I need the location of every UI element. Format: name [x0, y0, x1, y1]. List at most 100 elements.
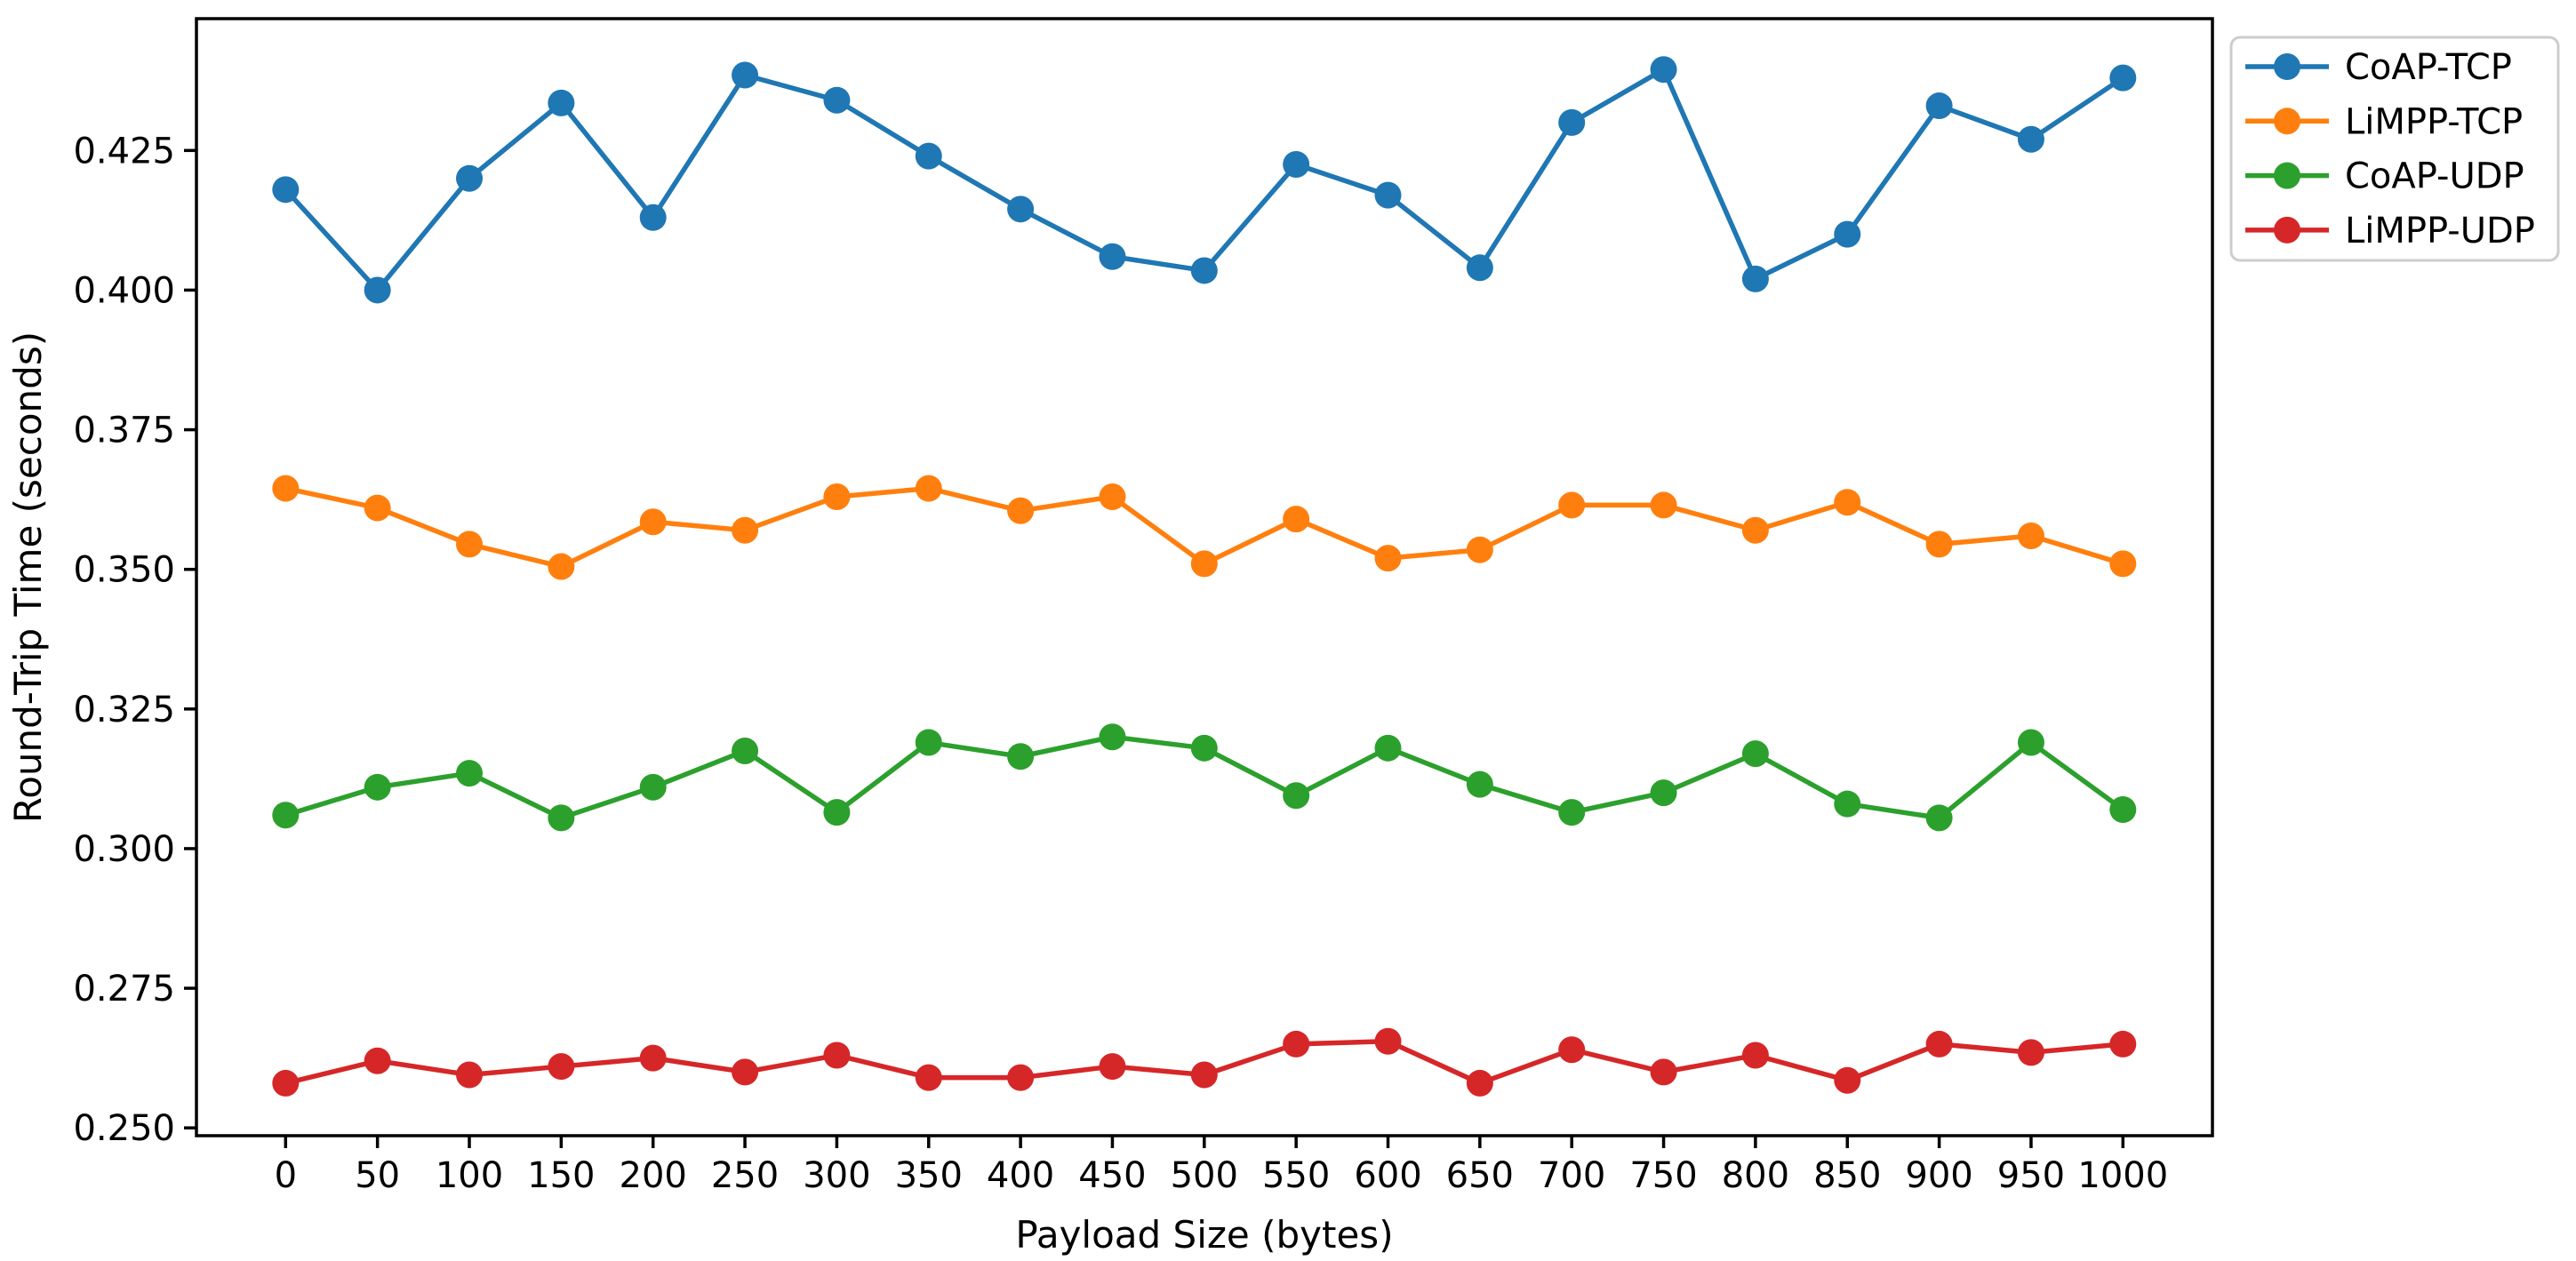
x-tick-label: 550	[1262, 1155, 1330, 1196]
data-point-marker	[1190, 734, 1218, 762]
data-point-marker	[1925, 531, 1953, 558]
x-tick-label: 150	[527, 1155, 595, 1196]
x-tick-label: 650	[1446, 1155, 1514, 1196]
data-point-marker	[1925, 92, 1953, 120]
series-LiMPP-TCP	[272, 475, 2137, 580]
data-point-marker	[364, 1047, 391, 1074]
x-tick-label: 200	[620, 1155, 687, 1196]
data-point-marker	[823, 86, 851, 114]
legend-marker-icon	[2274, 108, 2300, 135]
data-point-marker	[2109, 550, 2137, 578]
data-point-marker	[639, 1044, 667, 1072]
data-point-marker	[1283, 782, 1310, 810]
data-point-marker	[1466, 536, 1493, 563]
data-point-marker	[1190, 1061, 1218, 1089]
data-point-marker	[272, 802, 300, 829]
data-point-marker	[548, 1053, 575, 1081]
y-tick-label: 0.250	[73, 1108, 175, 1149]
legend-box	[2229, 36, 2560, 262]
x-tick-label: 600	[1354, 1155, 1421, 1196]
data-point-marker	[2017, 522, 2044, 549]
data-point-marker	[732, 516, 759, 544]
x-tick-label: 50	[355, 1155, 400, 1196]
data-point-marker	[1099, 483, 1126, 510]
y-axis-title: Round-Trip Time (seconds)	[6, 331, 50, 823]
x-tick-label: 950	[1997, 1155, 2065, 1196]
legend-marker-icon	[2274, 216, 2300, 243]
y-axis: 0.250 0.275 0.300 0.325 0.350 0.375 0.400 0.425	[73, 131, 196, 1149]
x-tick-label: 300	[803, 1155, 870, 1196]
series-CoAP-UDP	[272, 723, 2137, 832]
legend-marker-icon	[2274, 53, 2300, 80]
x-tick-label: 100	[436, 1155, 503, 1196]
data-point-marker	[823, 1042, 851, 1069]
legend: CoAP-TCP LiMPP-TCP CoAP-UDP LiMPP-UDP	[2229, 36, 2560, 262]
data-point-marker	[1099, 723, 1126, 751]
x-tick-label: 500	[1171, 1155, 1238, 1196]
data-point-marker	[639, 204, 667, 231]
data-point-marker	[1466, 254, 1493, 282]
data-point-marker	[732, 1058, 759, 1086]
data-point-marker	[456, 760, 483, 787]
y-tick-label: 0.325	[73, 690, 175, 730]
y-tick-label: 0.275	[73, 969, 175, 1010]
x-tick-label: 850	[1813, 1155, 1881, 1196]
data-point-marker	[1650, 56, 1677, 84]
data-point-marker	[1650, 779, 1677, 807]
data-point-marker	[639, 773, 667, 801]
data-point-marker	[2109, 64, 2137, 92]
data-point-marker	[1007, 497, 1035, 524]
x-tick-label: 250	[711, 1155, 779, 1196]
data-point-marker	[1558, 1036, 1586, 1064]
x-tick-label: 1000	[2077, 1155, 2168, 1196]
data-point-marker	[1741, 516, 1769, 544]
data-point-marker	[915, 142, 942, 170]
x-tick-label: 450	[1078, 1155, 1146, 1196]
y-tick-label: 0.400	[73, 270, 175, 311]
data-point-marker	[1283, 151, 1310, 179]
data-point-marker	[2017, 729, 2044, 756]
data-point-marker	[272, 176, 300, 204]
legend-label: CoAP-UDP	[2345, 156, 2524, 197]
data-point-marker	[1374, 181, 1402, 209]
legend-item-CoAP-TCP: CoAP-TCP	[2245, 47, 2512, 88]
data-point-marker	[1834, 790, 1861, 818]
data-point-marker	[1834, 220, 1861, 248]
data-point-marker	[272, 475, 300, 502]
data-point-marker	[1283, 1030, 1310, 1057]
data-point-marker	[2109, 1030, 2137, 1057]
data-point-marker	[548, 553, 575, 580]
data-point-marker	[1558, 799, 1586, 826]
data-point-marker	[1007, 743, 1035, 770]
legend-item-LiMPP-TCP: LiMPP-TCP	[2245, 101, 2523, 142]
y-tick-label: 0.425	[73, 131, 175, 172]
data-point-marker	[1925, 1030, 1953, 1057]
data-point-marker	[732, 61, 759, 89]
x-tick-label: 800	[1722, 1155, 1789, 1196]
data-point-marker	[2017, 125, 2044, 153]
data-point-marker	[1007, 1064, 1035, 1091]
data-point-marker	[1558, 108, 1586, 136]
data-point-marker	[1650, 491, 1677, 519]
data-point-marker	[1283, 506, 1310, 533]
data-point-marker	[364, 494, 391, 522]
data-point-marker	[915, 1064, 942, 1091]
data-point-marker	[2109, 795, 2137, 823]
data-point-marker	[1741, 1042, 1769, 1069]
y-tick-label: 0.300	[73, 829, 175, 870]
data-point-marker	[1834, 489, 1861, 516]
data-point-marker	[1741, 265, 1769, 292]
x-axis: 0 50 100 150 200 250 300 350 400 450 500 550 600 650 7…	[275, 1136, 2168, 1196]
x-tick-label: 700	[1538, 1155, 1605, 1196]
data-point-marker	[1374, 734, 1402, 762]
data-point-marker	[1741, 740, 1769, 768]
data-point-marker	[1374, 1027, 1402, 1055]
legend-label: CoAP-TCP	[2345, 47, 2512, 88]
legend-item-LiMPP-UDP: LiMPP-UDP	[2245, 211, 2535, 251]
data-point-marker	[915, 729, 942, 756]
data-point-marker	[823, 483, 851, 510]
data-point-marker	[2017, 1039, 2044, 1066]
data-point-marker	[823, 799, 851, 826]
series-LiMPP-UDP	[272, 1027, 2137, 1097]
